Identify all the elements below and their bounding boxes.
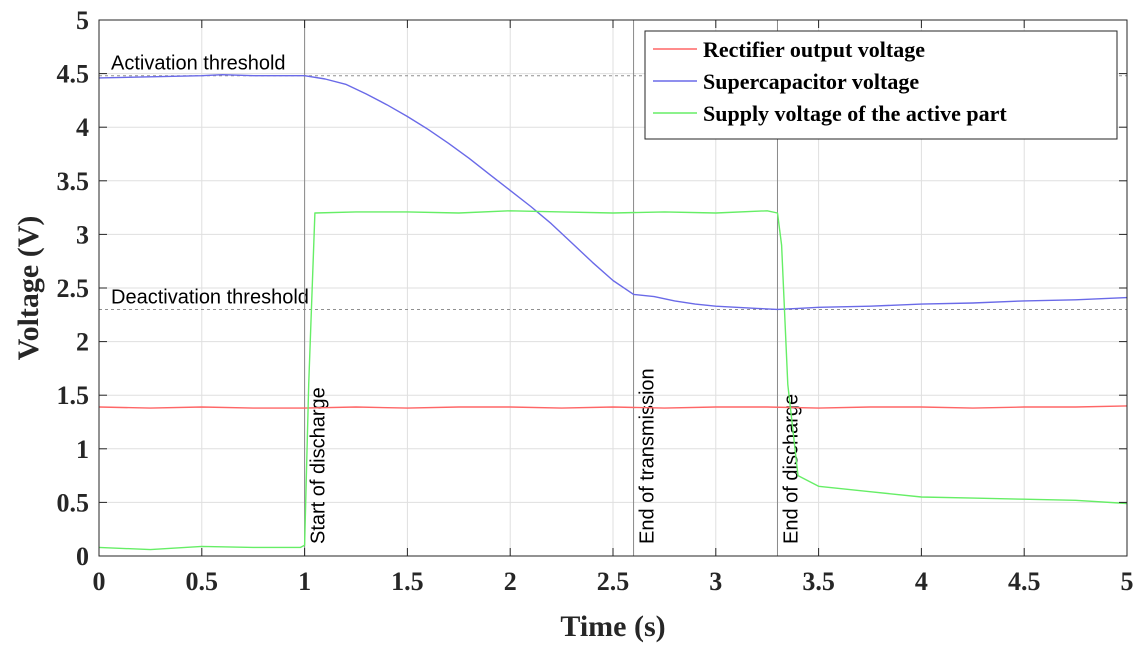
legend-label: Supercapacitor voltage — [703, 69, 919, 94]
x-tick-label: 0 — [93, 567, 106, 596]
x-tick-label: 4.5 — [1008, 567, 1041, 596]
series-line-2 — [98, 73, 1128, 311]
event-marker-label: End of discharge — [780, 394, 802, 544]
threshold-lines: Activation threshold Deactivation thresho… — [99, 53, 1127, 310]
y-tick-label: 1.5 — [57, 381, 90, 410]
x-tick-label: 3.5 — [802, 567, 835, 596]
y-tick-label: 0.5 — [57, 488, 90, 517]
threshold-label: Activation threshold — [111, 53, 286, 75]
x-tick-label: 2 — [504, 567, 517, 596]
legend-label: Supply voltage of the active part — [703, 101, 1007, 126]
y-tick-label: 2.5 — [57, 274, 90, 303]
y-tick-label: 2 — [76, 328, 89, 357]
axis-ticks: 0 0.5 1 1.5 2 2.5 3 3.5 4 4.5 5 0 0.5 1 1.5 2 2.5 3 3.5 4 4.… — [57, 6, 1134, 596]
y-tick-label: 4.5 — [57, 60, 90, 89]
x-tick-label: 4 — [915, 567, 928, 596]
x-tick-label: 5 — [1121, 567, 1134, 596]
y-tick-label: 3 — [76, 220, 89, 249]
y-tick-label: 5 — [76, 6, 89, 35]
legend-label: Rectifier output voltage — [703, 37, 925, 62]
event-markers: Start of discharge End of transmission End… — [304, 20, 802, 556]
x-tick-label: 1.5 — [391, 567, 424, 596]
x-tick-label: 3 — [709, 567, 722, 596]
y-tick-label: 0 — [76, 542, 89, 571]
legend: Rectifier output voltage Supercapacitor v… — [644, 30, 1118, 140]
x-tick-label: 0.5 — [186, 567, 219, 596]
x-tick-label: 1 — [298, 567, 311, 596]
y-axis-title: Voltage (V) — [12, 216, 45, 361]
event-marker-label: Start of discharge — [308, 387, 330, 544]
series-line-1 — [98, 405, 1128, 409]
x-tick-label: 2.5 — [597, 567, 630, 596]
threshold-label: Deactivation threshold — [111, 286, 309, 308]
series-lines — [98, 73, 1128, 551]
event-marker-label: End of transmission — [637, 368, 659, 544]
y-tick-label: 4 — [76, 113, 89, 142]
legend-box — [644, 30, 1118, 140]
y-tick-label: 3.5 — [57, 167, 90, 196]
y-tick-label: 1 — [76, 435, 89, 464]
series-line-3 — [98, 210, 1128, 551]
x-axis-title: Time (s) — [560, 610, 665, 643]
